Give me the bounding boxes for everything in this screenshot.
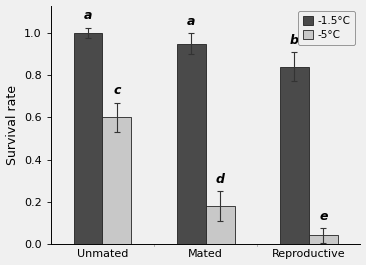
Y-axis label: Survival rate: Survival rate bbox=[5, 85, 19, 165]
Bar bbox=[206, 206, 235, 244]
Text: b: b bbox=[290, 34, 299, 47]
Legend: -1.5°C, -5°C: -1.5°C, -5°C bbox=[298, 11, 355, 45]
Text: c: c bbox=[113, 84, 121, 97]
Text: a: a bbox=[84, 10, 92, 23]
Text: d: d bbox=[216, 173, 225, 186]
Bar bbox=[309, 235, 338, 244]
Bar bbox=[177, 43, 206, 244]
Bar bbox=[102, 117, 131, 244]
Bar bbox=[280, 67, 309, 244]
Bar bbox=[74, 33, 102, 244]
Text: e: e bbox=[319, 210, 328, 223]
Text: a: a bbox=[187, 15, 195, 28]
